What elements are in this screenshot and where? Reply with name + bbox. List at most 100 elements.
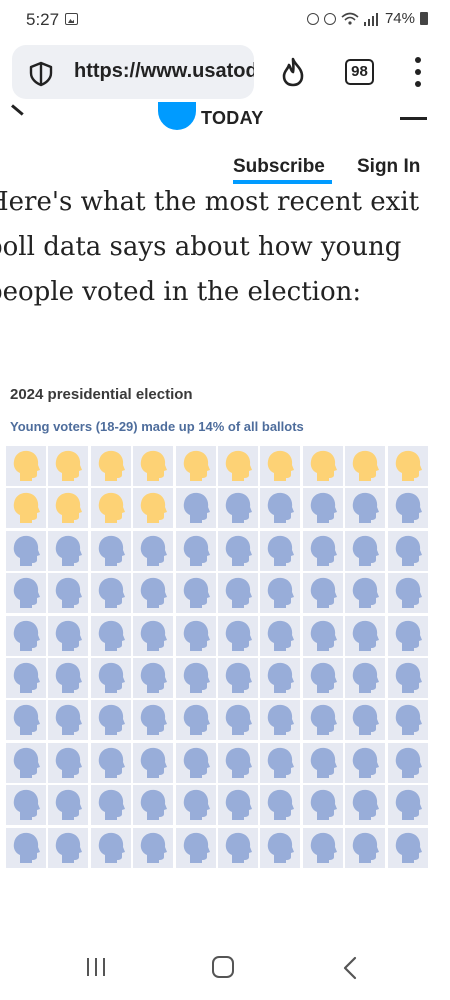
- person-head-icon: [310, 450, 337, 481]
- waffle-cell-young-voter: [175, 446, 216, 486]
- home-icon[interactable]: [212, 956, 234, 978]
- person-head-icon: [395, 662, 422, 693]
- person-head-icon: [268, 705, 295, 736]
- waffle-cell-other-voter: [90, 742, 131, 783]
- waffle-cell-other-voter: [6, 530, 46, 571]
- person-head-icon: [395, 705, 422, 736]
- person-head-icon: [13, 662, 40, 693]
- waffle-cell-other-voter: [48, 700, 89, 741]
- waffle-cell-young-voter: [218, 446, 258, 486]
- person-head-icon: [352, 832, 380, 863]
- waffle-cell-other-voter: [345, 658, 386, 698]
- waffle-cell-other-voter: [218, 658, 258, 698]
- waffle-cell-other-voter: [345, 742, 386, 783]
- waffle-cell-other-voter: [218, 573, 258, 614]
- waffle-cell-other-voter: [302, 488, 343, 529]
- address-bar[interactable]: https://www.usatoday.com: [12, 45, 254, 99]
- shield-icon[interactable]: [28, 61, 54, 87]
- waffle-cell-young-voter: [345, 446, 386, 486]
- sign-in-link[interactable]: Sign In: [357, 156, 421, 177]
- person-head-icon: [140, 790, 168, 821]
- person-head-icon: [98, 747, 125, 778]
- subscribe-link[interactable]: Subscribe: [233, 156, 325, 177]
- waffle-cell-other-voter: [345, 573, 386, 614]
- person-head-icon: [140, 535, 168, 566]
- waffle-cell-other-voter: [260, 658, 301, 698]
- person-head-icon: [395, 578, 422, 609]
- waffle-cell-young-voter: [6, 446, 46, 486]
- waffle-cell-other-voter: [133, 530, 174, 571]
- waffle-cell-other-voter: [302, 573, 343, 614]
- article-line: people voted in the election:: [0, 277, 362, 307]
- person-head-icon: [352, 662, 380, 693]
- person-head-icon: [56, 790, 83, 821]
- waffle-cell-other-voter: [387, 700, 428, 741]
- alarm-icon: [306, 12, 319, 25]
- person-head-icon: [310, 535, 337, 566]
- person-head-icon: [225, 790, 252, 821]
- more-menu-icon[interactable]: [414, 57, 422, 87]
- site-logo-text[interactable]: TODAY: [201, 108, 264, 128]
- waffle-cell-young-voter: [90, 446, 131, 486]
- person-head-icon: [183, 662, 210, 693]
- person-head-icon: [140, 620, 168, 651]
- waffle-cell-other-voter: [387, 785, 428, 826]
- waffle-cell-other-voter: [6, 785, 46, 826]
- person-head-icon: [98, 620, 125, 651]
- person-head-icon: [352, 620, 380, 651]
- person-head-icon: [140, 450, 168, 481]
- waffle-cell-other-voter: [90, 530, 131, 571]
- waffle-cell-other-voter: [218, 488, 258, 529]
- url-text[interactable]: https://www.usatoday.com: [74, 60, 254, 82]
- person-head-icon: [183, 790, 210, 821]
- back-icon[interactable]: [342, 956, 358, 980]
- waffle-cell-other-voter: [6, 700, 46, 741]
- waffle-cell-other-voter: [48, 530, 89, 571]
- waffle-cell-other-voter: [260, 700, 301, 741]
- waffle-cell-other-voter: [345, 827, 386, 868]
- person-head-icon: [56, 578, 83, 609]
- person-head-icon: [140, 747, 168, 778]
- person-head-icon: [268, 535, 295, 566]
- person-head-icon: [140, 662, 168, 693]
- waffle-cell-other-voter: [387, 488, 428, 529]
- waffle-cell-other-voter: [260, 615, 301, 656]
- waffle-cell-other-voter: [90, 658, 131, 698]
- person-head-icon: [183, 747, 210, 778]
- tabs-button[interactable]: 98: [345, 59, 374, 85]
- waffle-cell-other-voter: [133, 700, 174, 741]
- person-head-icon: [183, 450, 210, 481]
- person-head-icon: [352, 790, 380, 821]
- person-head-icon: [352, 493, 380, 524]
- person-head-icon: [268, 578, 295, 609]
- person-head-icon: [268, 832, 295, 863]
- person-head-icon: [395, 790, 422, 821]
- wifi-icon: [341, 12, 359, 25]
- chart-subtitle: Young voters (18-29) made up 14% of all …: [10, 419, 304, 434]
- article-line: Here's what the most recent exit: [0, 187, 420, 217]
- hamburger-menu-icon[interactable]: [400, 117, 427, 120]
- person-head-icon: [352, 450, 380, 481]
- recent-apps-icon[interactable]: [87, 958, 109, 976]
- fire-icon[interactable]: [280, 57, 306, 87]
- battery-percent: 74%: [384, 10, 415, 27]
- waffle-cell-other-voter: [175, 827, 216, 868]
- person-head-icon: [98, 450, 125, 481]
- person-head-icon: [183, 620, 210, 651]
- waffle-cell-other-voter: [260, 827, 301, 868]
- system-navigation-bar: [0, 930, 450, 1000]
- waffle-cell-other-voter: [6, 742, 46, 783]
- search-icon[interactable]: [2, 102, 26, 116]
- person-head-icon: [268, 747, 295, 778]
- person-head-icon: [268, 620, 295, 651]
- person-head-icon: [225, 747, 252, 778]
- logo-circle[interactable]: [158, 102, 196, 130]
- chart-title: 2024 presidential election: [10, 386, 193, 403]
- waffle-cell-other-voter: [260, 785, 301, 826]
- article-line: poll data says about how young: [0, 232, 402, 262]
- person-head-icon: [352, 705, 380, 736]
- waffle-cell-other-voter: [6, 615, 46, 656]
- person-head-icon: [225, 662, 252, 693]
- waffle-cell-other-voter: [218, 742, 258, 783]
- person-head-icon: [395, 450, 422, 481]
